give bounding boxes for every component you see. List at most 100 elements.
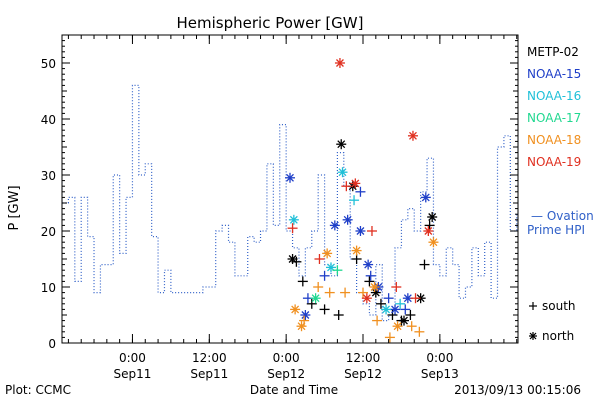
marker-noaa-19-north bbox=[423, 226, 434, 236]
marker-noaa-18-north bbox=[392, 321, 403, 332]
y-tick-label: 40 bbox=[41, 113, 56, 127]
marker-noaa-18-north bbox=[322, 248, 333, 259]
x-tick-label-date: Sep12 bbox=[344, 367, 382, 381]
footer-timestamp: 2013/09/13 00:15:06 bbox=[454, 383, 581, 397]
marker-noaa-17-south bbox=[332, 265, 343, 276]
ovation-line bbox=[62, 84, 518, 322]
marker-noaa-18-north bbox=[290, 304, 301, 315]
x-axis-label: Date and Time bbox=[250, 383, 338, 397]
legend-label-south: south bbox=[542, 299, 576, 313]
marker-metp-02-south bbox=[291, 256, 302, 267]
x-tick-label-date: Sep11 bbox=[114, 367, 152, 381]
marker-metp-02-south bbox=[375, 298, 386, 309]
chart-title: Hemispheric Power [GW] bbox=[177, 14, 364, 32]
legend-noaa-17: NOAA-17 bbox=[527, 111, 581, 125]
legend-metp-02: METP-02 bbox=[527, 45, 579, 59]
ovation-legend-label-line2: Prime HPI bbox=[527, 223, 585, 237]
marker-metp-02-south bbox=[396, 315, 407, 326]
marker-noaa-19-north bbox=[334, 58, 345, 68]
satellite-legend: METP-02 NOAA-15 NOAA-16 NOAA-17 NOAA-18 NOAA-… bbox=[527, 45, 581, 169]
x-tick-label-date: Sep13 bbox=[421, 367, 459, 381]
marker-noaa-15-north bbox=[285, 172, 295, 183]
marker-noaa-15-south bbox=[365, 270, 376, 281]
marker-metp-02-south bbox=[405, 310, 416, 320]
marker-noaa-16-north bbox=[325, 262, 336, 273]
marker-metp-02-north bbox=[336, 139, 347, 150]
marker-noaa-15-north bbox=[329, 220, 340, 231]
x-axis: 0:00 Sep11 12:00 Sep11 0:00 Sep12 12:00 Sep12 0:… bbox=[67, 35, 518, 381]
marker-noaa-19-north bbox=[407, 130, 418, 141]
marker-noaa-16-north bbox=[337, 167, 348, 178]
marker-noaa-19-south bbox=[391, 282, 402, 292]
marker-noaa-19-south bbox=[287, 223, 298, 234]
marker-noaa-18-north bbox=[296, 321, 307, 332]
x-tick-label-date: Sep11 bbox=[190, 367, 228, 381]
marker-metp-02-south bbox=[319, 304, 330, 315]
y-tick-label: 50 bbox=[41, 57, 56, 71]
x-tick-label-time: 0:00 bbox=[119, 351, 146, 365]
marker-noaa-18-south bbox=[299, 315, 310, 326]
marker-noaa-15-north bbox=[300, 310, 311, 320]
marker-noaa-18-south bbox=[324, 287, 335, 298]
legend-noaa-19: NOAA-19 bbox=[527, 155, 581, 169]
marker-noaa-18-north bbox=[369, 282, 380, 292]
y-axis-label: P [GW] bbox=[7, 185, 22, 230]
x-tick-label-time: 0:00 bbox=[273, 351, 300, 365]
marker-noaa-18-north bbox=[428, 237, 439, 248]
marker-noaa-15-south bbox=[383, 293, 394, 304]
marker-noaa-19-south bbox=[314, 254, 325, 264]
marker-noaa-19-south bbox=[341, 181, 352, 192]
legend-noaa-18: NOAA-18 bbox=[527, 133, 581, 147]
satellite-markers bbox=[285, 58, 439, 343]
marker-noaa-15-south bbox=[319, 270, 330, 281]
ovation-legend-label-line1: — Ovation bbox=[531, 209, 594, 223]
marker-noaa-19-north bbox=[350, 178, 361, 189]
marker-noaa-15-north bbox=[363, 259, 374, 270]
marker-noaa-18-south bbox=[340, 287, 351, 298]
marker-noaa-18-south bbox=[372, 315, 383, 326]
marker-noaa-16-south bbox=[349, 195, 360, 206]
y-tick-label: 0 bbox=[48, 337, 56, 351]
x-tick-label-date: Sep12 bbox=[267, 367, 305, 381]
marker-noaa-18-south bbox=[313, 282, 324, 292]
marker-metp-02-south bbox=[297, 276, 308, 287]
y-tick-label: 10 bbox=[41, 281, 56, 295]
y-axis: 0 10 20 30 40 50 bbox=[41, 40, 518, 351]
legend-label-north: north bbox=[542, 329, 574, 343]
marker-noaa-15-north bbox=[342, 214, 353, 225]
x-tick-label-time: 0:00 bbox=[426, 351, 453, 365]
marker-noaa-18-south bbox=[406, 321, 417, 332]
marker-noaa-16-north bbox=[381, 304, 392, 315]
marker-metp-02-south bbox=[364, 276, 375, 287]
marker-noaa-15-north bbox=[355, 226, 366, 236]
marker-metp-02-south bbox=[351, 254, 362, 264]
x-tick-label-time: 12:00 bbox=[192, 351, 227, 365]
ovation-series bbox=[62, 84, 518, 322]
legend-symbol-north bbox=[529, 332, 537, 340]
marker-noaa-15-north bbox=[420, 192, 431, 203]
marker-noaa-16-south bbox=[395, 298, 406, 309]
marker-metp-02-north bbox=[427, 212, 438, 222]
marker-legend: south north bbox=[529, 299, 576, 343]
marker-noaa-15-north bbox=[390, 304, 401, 315]
plot-frame bbox=[61, 34, 519, 344]
marker-noaa-18-south bbox=[358, 287, 369, 298]
marker-metp-02-south bbox=[424, 220, 435, 231]
marker-noaa-15-south bbox=[400, 304, 411, 315]
x-tick-label-time: 12:00 bbox=[346, 351, 381, 365]
y-tick-label: 20 bbox=[41, 225, 56, 239]
marker-noaa-18-south bbox=[414, 326, 425, 337]
legend-symbol-south bbox=[529, 302, 537, 310]
y-tick-label: 30 bbox=[41, 169, 56, 183]
marker-noaa-19-north bbox=[361, 293, 372, 304]
marker-noaa-18-south bbox=[384, 332, 395, 343]
marker-noaa-19-south bbox=[410, 293, 421, 304]
footer-plot-credit: Plot: CCMC bbox=[5, 383, 71, 397]
legend-noaa-16: NOAA-16 bbox=[527, 89, 581, 103]
marker-noaa-15-south bbox=[355, 186, 366, 197]
marker-metp-02-south bbox=[333, 310, 344, 320]
marker-noaa-17-north bbox=[310, 293, 321, 304]
marker-metp-02-south bbox=[419, 259, 430, 270]
marker-noaa-19-south bbox=[366, 226, 377, 236]
